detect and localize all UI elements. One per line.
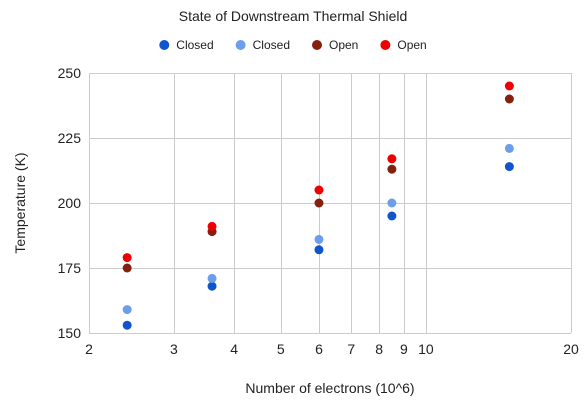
legend-label: Closed xyxy=(176,38,213,52)
x-axis-title: Number of electrons (10^6) xyxy=(245,380,414,396)
y-axis-title: Temperature (K) xyxy=(12,152,28,253)
data-point-series-3 xyxy=(504,94,514,104)
data-point-series-4 xyxy=(207,221,217,231)
x-tick-label: 9 xyxy=(400,341,408,357)
x-tick-label: 20 xyxy=(563,341,579,357)
legend-marker xyxy=(159,40,170,50)
legend: Closed Closed Open Open xyxy=(159,38,427,52)
x-tick-label: 4 xyxy=(230,341,238,357)
data-point-series-1 xyxy=(314,245,324,255)
y-tick-label: 200 xyxy=(58,195,82,211)
x-tick-label: 7 xyxy=(347,341,355,357)
x-tick-label: 3 xyxy=(170,341,178,357)
data-point-series-4 xyxy=(314,185,324,195)
data-point-series-4 xyxy=(504,81,514,91)
data-point-series-1 xyxy=(122,320,132,330)
legend-item: Open xyxy=(312,38,358,52)
x-axis-ticks: 2 3 4 5 6 7 8 9 10 20 xyxy=(85,341,579,357)
y-axis-ticks: 150 175 200 225 250 xyxy=(58,65,82,341)
data-point-series-3 xyxy=(314,198,324,208)
data-point-series-1 xyxy=(387,211,397,221)
chart-title: State of Downstream Thermal Shield xyxy=(179,8,408,24)
data-point-series-1 xyxy=(504,162,514,172)
data-point-series-3 xyxy=(122,263,132,273)
legend-marker xyxy=(312,40,322,50)
legend-label: Closed xyxy=(253,38,290,52)
data-point-series-1 xyxy=(207,281,217,291)
grid xyxy=(89,73,572,334)
data-point-series-2 xyxy=(122,305,132,315)
x-tick-label: 8 xyxy=(375,341,383,357)
x-tick-label: 2 xyxy=(85,341,93,357)
data-points xyxy=(122,81,514,330)
y-tick-label: 250 xyxy=(58,65,82,81)
y-tick-label: 175 xyxy=(58,260,82,276)
data-point-series-2 xyxy=(387,198,397,208)
x-tick-label: 10 xyxy=(418,341,434,357)
legend-item: Open xyxy=(380,38,427,52)
data-point-series-2 xyxy=(314,234,324,244)
legend-label: Open xyxy=(329,38,358,52)
x-tick-label: 5 xyxy=(277,341,285,357)
legend-item: Closed xyxy=(159,38,214,52)
x-tick-label: 6 xyxy=(315,341,323,357)
y-tick-label: 150 xyxy=(58,325,82,341)
data-point-series-2 xyxy=(504,143,514,153)
legend-item: Closed xyxy=(235,38,290,52)
data-point-series-2 xyxy=(207,273,217,283)
legend-marker xyxy=(380,40,391,50)
data-point-series-4 xyxy=(122,253,132,263)
y-tick-label: 225 xyxy=(58,130,82,146)
data-point-series-3 xyxy=(387,164,397,174)
legend-marker xyxy=(235,40,246,50)
legend-label: Open xyxy=(397,38,426,52)
data-point-series-4 xyxy=(387,154,397,164)
